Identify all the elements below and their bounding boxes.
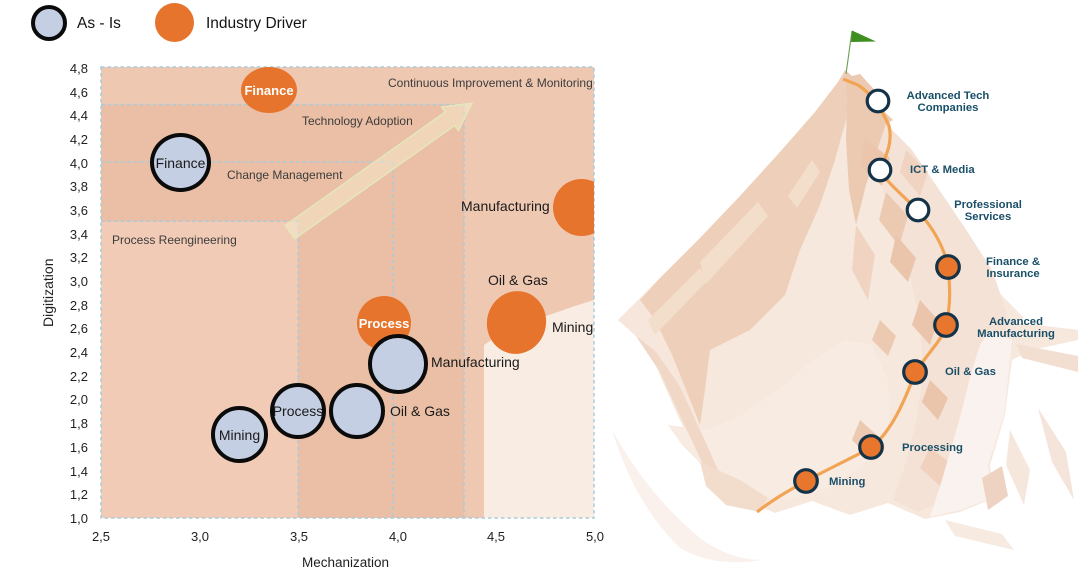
svg-text:Companies: Companies xyxy=(918,102,979,114)
svg-text:Insurance: Insurance xyxy=(986,268,1039,280)
svg-text:Finance &: Finance & xyxy=(986,256,1040,268)
svg-text:Mining: Mining xyxy=(829,476,865,488)
svg-text:ICT & Media: ICT & Media xyxy=(910,164,975,176)
svg-text:Processing: Processing xyxy=(902,442,963,454)
svg-text:Oil & Gas: Oil & Gas xyxy=(945,366,996,378)
svg-text:Manufacturing: Manufacturing xyxy=(977,328,1055,340)
svg-text:Advanced: Advanced xyxy=(989,316,1043,328)
svg-text:Professional: Professional xyxy=(954,199,1022,211)
svg-text:Services: Services xyxy=(965,211,1011,223)
svg-text:Advanced Tech: Advanced Tech xyxy=(907,90,990,102)
